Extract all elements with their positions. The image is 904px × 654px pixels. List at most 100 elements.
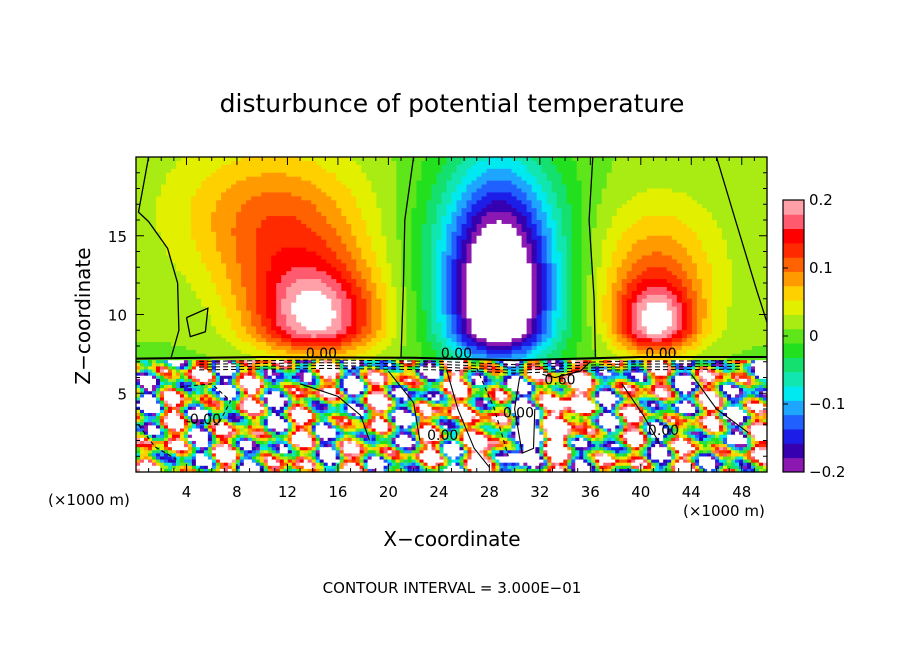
field-cell (451, 294, 458, 300)
field-cell (586, 310, 593, 316)
field-cell (201, 208, 207, 213)
field-cell (521, 200, 528, 205)
field-cell (451, 160, 458, 166)
field-cell (146, 314, 152, 320)
field-cell (376, 223, 382, 229)
field-cell (181, 220, 187, 225)
field-cell (166, 180, 172, 186)
field-cell (581, 247, 588, 253)
field-cell (471, 176, 478, 182)
field-cell (156, 168, 162, 174)
field-cell (511, 279, 518, 284)
field-cell (566, 192, 573, 197)
field-cell (541, 263, 548, 268)
field-cell (561, 164, 568, 170)
field-cell (311, 338, 317, 343)
field-cell (481, 349, 488, 355)
field-cell (441, 286, 448, 292)
field-cell (226, 353, 232, 359)
field-cell (441, 267, 448, 272)
field-cell (331, 216, 337, 221)
field-cell (581, 160, 588, 166)
field-cell (366, 239, 372, 245)
field-cell (246, 338, 252, 343)
field-cell (596, 334, 603, 339)
field-cell (481, 298, 488, 304)
field-cell (136, 346, 142, 351)
field-cell (346, 247, 352, 253)
field-cell (436, 255, 443, 260)
field-cell (341, 286, 347, 292)
field-cell (216, 338, 222, 343)
field-cell (336, 231, 342, 237)
field-cell (261, 286, 267, 292)
field-cell (271, 176, 277, 182)
field-cell (366, 200, 372, 205)
field-cell (316, 275, 322, 280)
field-cell (141, 188, 147, 194)
field-cell (496, 298, 503, 304)
field-cell (511, 208, 518, 213)
field-cell (596, 243, 603, 249)
field-cell (391, 204, 398, 209)
field-cell (361, 157, 367, 162)
field-cell (246, 310, 252, 316)
field-cell (186, 283, 192, 288)
field-cell (301, 220, 307, 225)
field-cell (241, 342, 247, 347)
field-cell (191, 172, 197, 178)
field-cell (266, 216, 272, 221)
field-cell (431, 346, 438, 351)
field-cell (156, 223, 162, 229)
field-cell (256, 157, 262, 162)
field-cell (201, 188, 207, 194)
field-cell (581, 279, 588, 284)
field-cell (606, 220, 613, 225)
field-cell (231, 259, 237, 264)
field-cell (341, 267, 347, 272)
field-cell (386, 271, 393, 276)
field-cell (561, 283, 568, 288)
field-cell (446, 243, 453, 249)
field-cell (226, 196, 232, 201)
field-cell (566, 243, 573, 249)
field-cell (431, 220, 438, 225)
field-cell (326, 302, 332, 308)
field-cell (581, 314, 588, 320)
field-cell (421, 220, 428, 225)
field-cell (586, 286, 593, 292)
field-cell (536, 283, 543, 288)
field-cell (171, 255, 177, 260)
field-cell (556, 227, 563, 233)
field-cell (531, 302, 538, 308)
field-cell (461, 255, 468, 260)
field-cell (296, 235, 302, 241)
field-cell (561, 326, 568, 331)
field-cell (261, 212, 267, 217)
field-cell (586, 263, 593, 268)
field-cell (481, 208, 488, 213)
field-cell (231, 290, 237, 296)
field-cell (476, 208, 483, 213)
field-cell (251, 267, 257, 272)
field-cell (346, 188, 352, 194)
field-cell (441, 279, 448, 284)
field-cell (171, 310, 177, 316)
field-cell (266, 306, 272, 312)
field-cell (466, 235, 473, 241)
field-cell (426, 283, 433, 288)
field-cell (426, 220, 433, 225)
field-cell (591, 212, 598, 217)
field-cell (431, 180, 438, 186)
field-cell (456, 322, 463, 327)
field-cell (246, 164, 252, 170)
field-cell (526, 160, 533, 166)
field-cell (136, 204, 142, 209)
field-cell (561, 263, 568, 268)
field-cell (386, 160, 393, 166)
field-cell (496, 314, 503, 320)
field-cell (271, 172, 277, 178)
field-cell (496, 212, 503, 217)
field-cell (286, 290, 292, 296)
field-cell (496, 200, 503, 205)
